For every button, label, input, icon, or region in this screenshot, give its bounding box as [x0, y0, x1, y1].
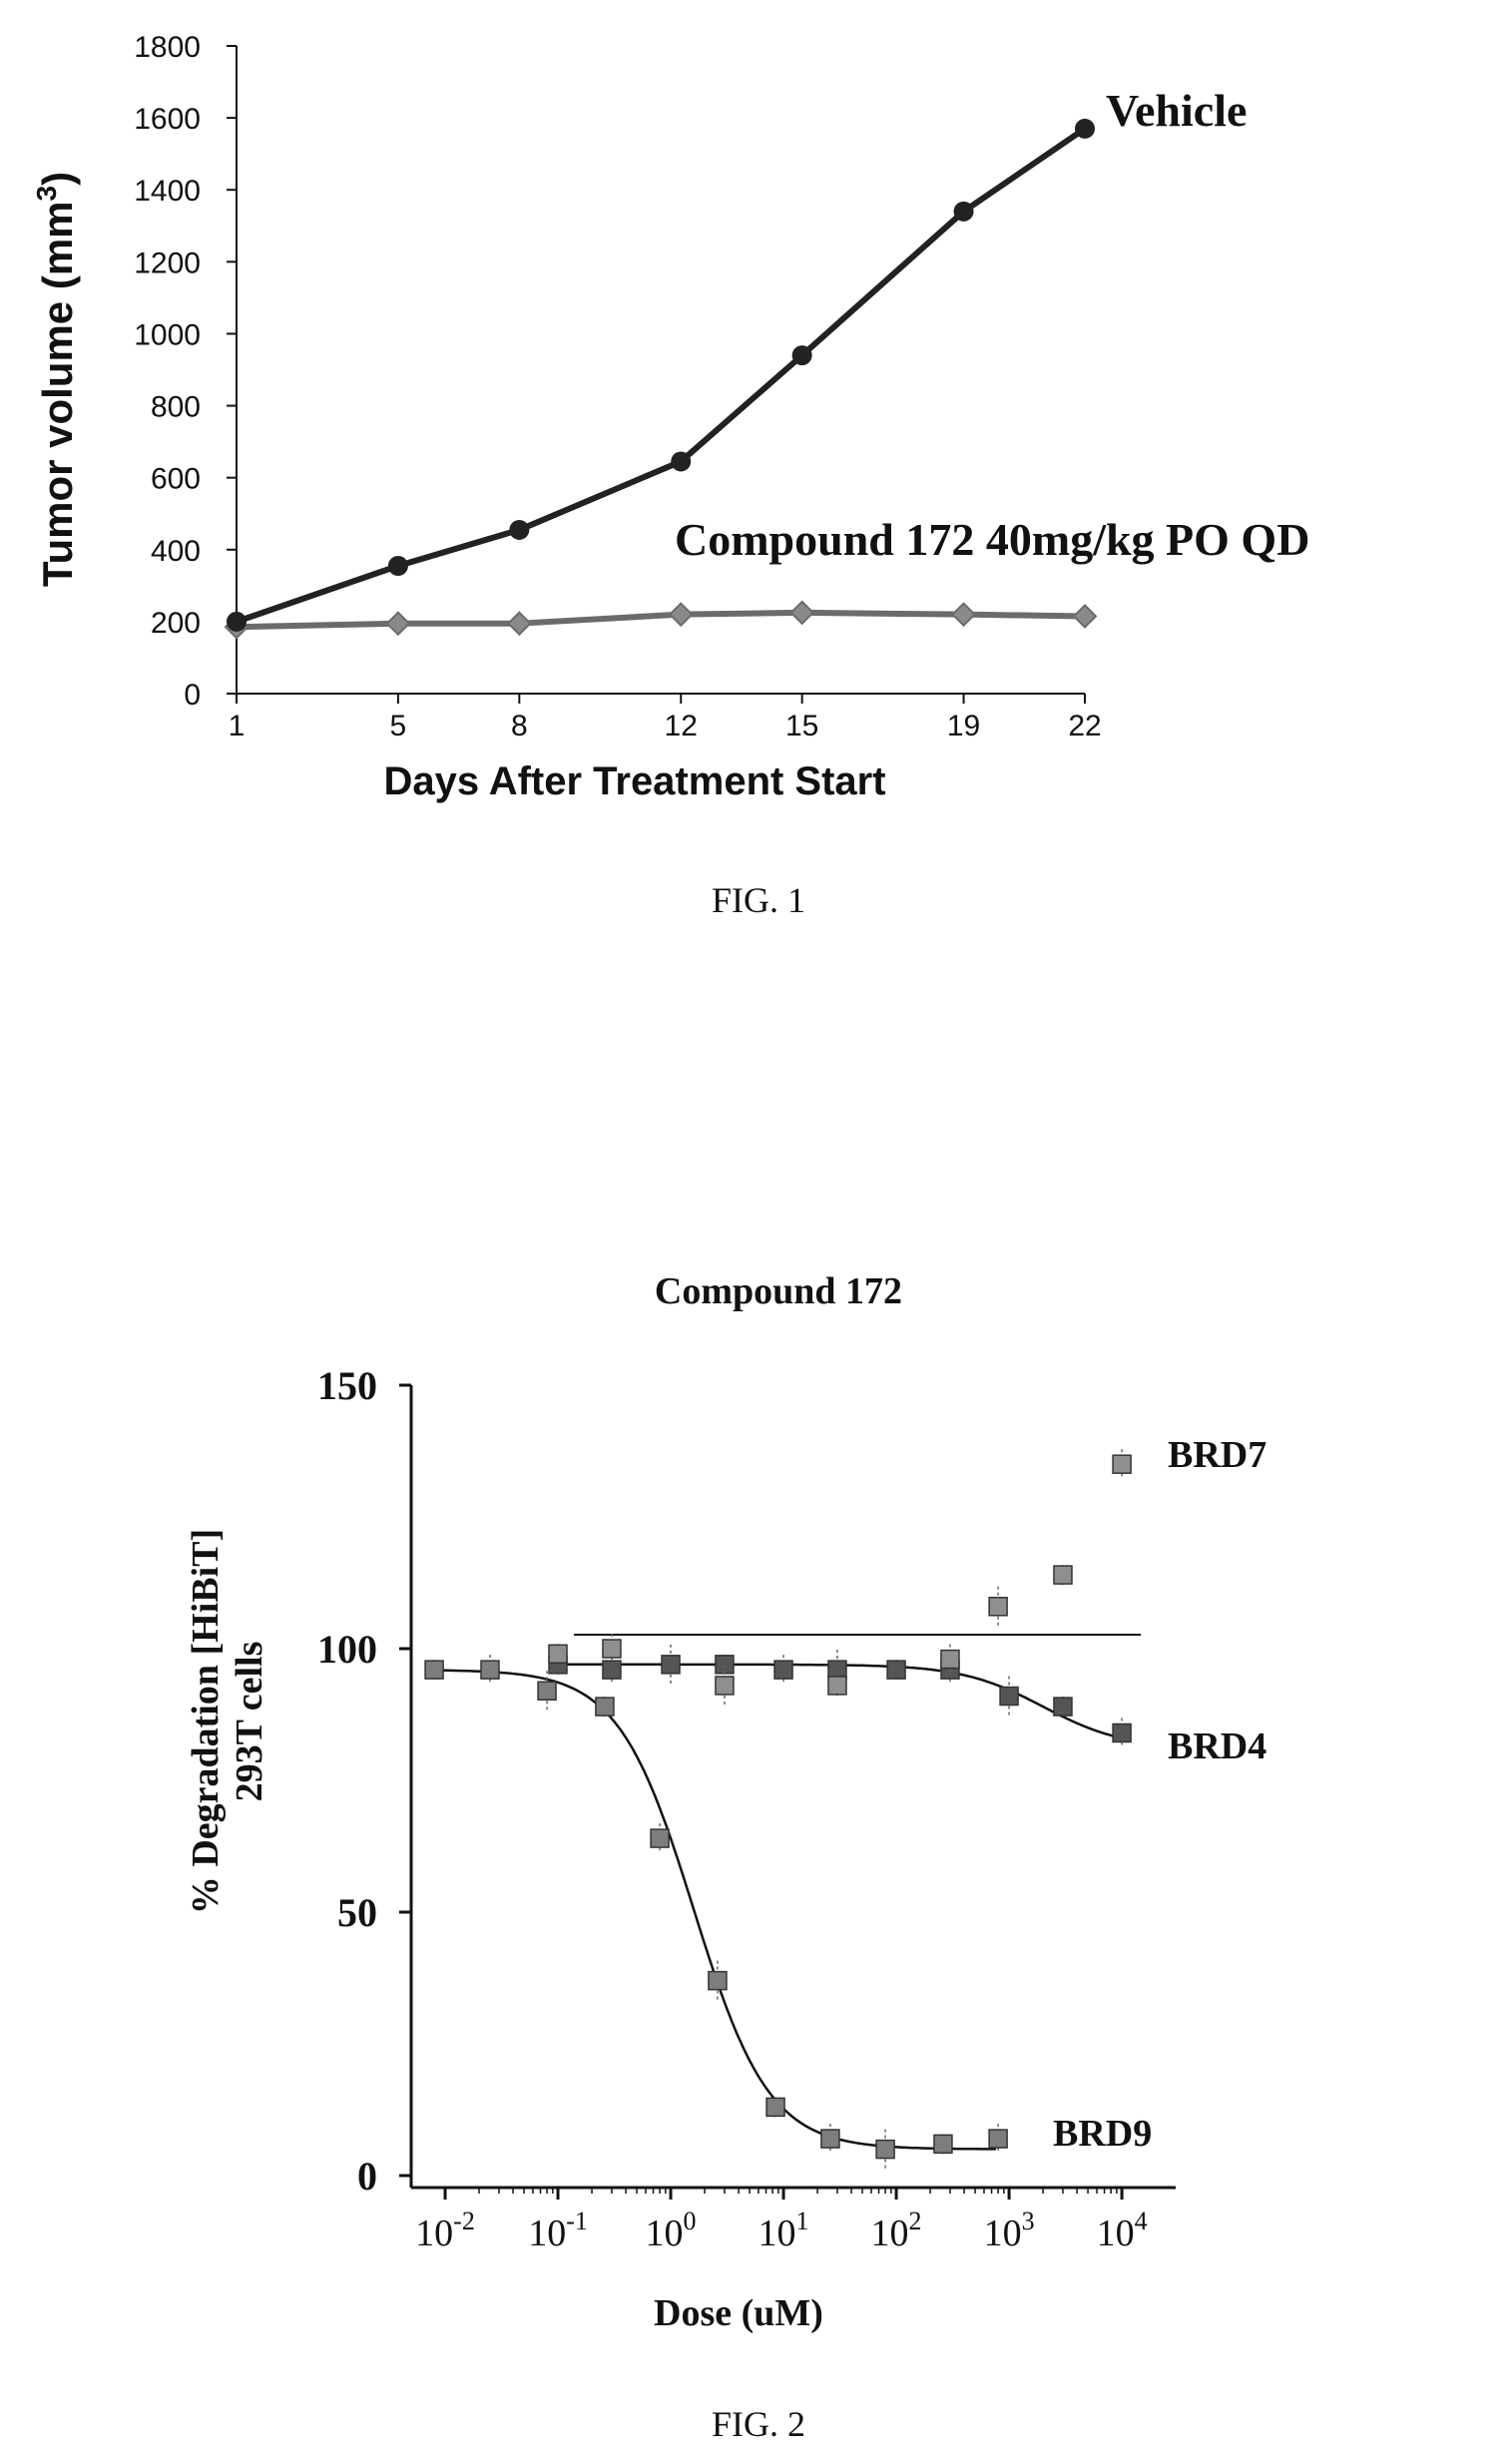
fig2-series [424, 1449, 1132, 2170]
fig2-point-brd7 [1112, 1454, 1132, 1474]
fig2-point-brd7 [602, 1639, 622, 1659]
fig2-label-brd4: BRD4 [1168, 1725, 1266, 1767]
figure-2: Compound 172 0 50 100 150 10-2 10-1 100 101 102… [185, 1270, 1266, 2444]
fig1-y-tick-label: 1800 [134, 31, 201, 64]
fig2-point-brd7 [1053, 1565, 1073, 1585]
fig2-point-brd7 [827, 1676, 847, 1696]
fig1-y-ticks: 0 200 400 600 800 1000 1200 1400 1600 1800 [134, 31, 237, 712]
fig1-point-compound-172 [385, 611, 411, 637]
fig1-point-compound-172 [951, 602, 976, 628]
fig1-point-vehicle [387, 556, 408, 577]
fig2-x-tick-label: 103 [984, 2207, 1035, 2254]
fig2-title: Compound 172 [655, 1270, 902, 1312]
fig2-y-tick-label: 0 [357, 2154, 377, 2199]
fig1-point-compound-172 [668, 602, 694, 628]
fig2-y-tick-label: 100 [317, 1627, 377, 1672]
fig2-point-brd4 [1112, 1723, 1132, 1743]
fig2-point-brd9 [537, 1681, 557, 1701]
fig1-y-tick-label: 600 [151, 463, 201, 496]
fig1-y-tick-label: 1600 [134, 103, 201, 136]
fig1-point-vehicle [671, 451, 692, 472]
fig1-y-tick-label: 800 [151, 391, 201, 424]
fig2-x-tick-label: 104 [1097, 2207, 1148, 2254]
fig1-x-tick-label: 15 [785, 710, 818, 742]
fig2-point-brd9 [595, 1697, 615, 1717]
fig2-point-brd9 [820, 2129, 840, 2149]
fig2-x-tick-label: 10-2 [415, 2207, 475, 2254]
fig1-point-compound-172 [506, 611, 532, 637]
fig1-x-ticks: 1 5 8 12 15 19 22 [229, 694, 1102, 742]
fig1-point-vehicle [509, 519, 530, 540]
fig1-y-tick-label: 1000 [134, 318, 201, 351]
fig1-point-vehicle [791, 345, 812, 366]
fig1-point-vehicle [1075, 118, 1095, 139]
fig2-point-brd7 [940, 1649, 960, 1670]
fig2-y-tick-label: 150 [317, 1363, 377, 1408]
fig2-point-brd9 [765, 2097, 785, 2118]
fig2-fit-curve-brd9 [434, 1669, 996, 2151]
fig2-x-ticks: 10-2 10-1 100 101 102 103 104 [415, 2188, 1148, 2254]
fig1-point-vehicle [227, 611, 247, 632]
fig1-y-tick-label: 1400 [134, 175, 201, 208]
fig2-x-tick-label: 102 [871, 2207, 922, 2254]
fig2-y-tick-label: 50 [337, 1890, 377, 1935]
fig2-point-brd4 [715, 1655, 735, 1675]
fig1-point-compound-172 [789, 600, 815, 626]
fig1-x-tick-label: 22 [1068, 710, 1101, 742]
fig1-x-axis-label: Days After Treatment Start [383, 759, 885, 803]
fig2-y-axis-label-2: 293T cells [229, 1642, 270, 1802]
fig2-point-brd9 [988, 2129, 1008, 2149]
fig1-caption: FIG. 1 [712, 880, 805, 920]
fig2-label-brd7: BRD7 [1168, 1434, 1266, 1476]
fig2-point-brd9 [708, 1970, 728, 1991]
fig2-point-brd9 [933, 2134, 953, 2155]
fig2-x-tick-label: 10-1 [528, 2207, 588, 2254]
fig1-point-compound-172 [1072, 604, 1098, 629]
fig2-y-ticks: 0 50 100 150 [317, 1363, 411, 2199]
fig2-point-brd9 [480, 1660, 500, 1680]
fig1-y-tick-label: 1200 [134, 246, 201, 279]
fig1-y-tick-label: 200 [151, 607, 201, 640]
fig1-x-tick-label: 19 [947, 710, 980, 742]
fig2-point-brd4 [886, 1660, 906, 1680]
fig2-point-brd4 [999, 1686, 1019, 1707]
fig2-point-brd4 [602, 1660, 622, 1680]
fig2-x-tick-label: 100 [646, 2207, 697, 2254]
fig2-caption: FIG. 2 [712, 2404, 805, 2444]
fig2-x-tick-label: 101 [758, 2207, 809, 2254]
fig1-y-tick-label: 400 [151, 535, 201, 568]
fig1-x-tick-label: 1 [229, 710, 246, 742]
fig1-x-tick-label: 12 [665, 710, 698, 742]
fig2-x-axis-label: Dose (uM) [654, 2292, 823, 2334]
fig1-x-tick-label: 5 [390, 710, 407, 742]
fig1-y-axis-label: Tumor volume (mm3) [31, 172, 81, 587]
fig2-point-brd9 [424, 1660, 444, 1680]
fig2-point-brd7 [988, 1597, 1008, 1617]
fig1-x-tick-label: 8 [511, 710, 528, 742]
fig1-series [224, 118, 1098, 640]
fig2-point-brd9 [650, 1828, 670, 1848]
fig1-label-compound: Compound 172 40mg/kg PO QD [675, 514, 1309, 565]
fig2-point-brd4 [773, 1660, 793, 1680]
fig2-label-brd9: BRD9 [1053, 2113, 1152, 2155]
fig2-point-brd7 [715, 1676, 735, 1696]
fig1-y-tick-label: 0 [184, 679, 201, 712]
fig2-y-axis-label: % Degradation [HiBiT] [185, 1529, 227, 1914]
fig2-point-brd4 [1053, 1697, 1073, 1717]
fig2-point-brd9 [875, 2139, 895, 2160]
fig1-point-vehicle [953, 201, 974, 222]
fig2-point-brd4 [661, 1655, 681, 1675]
fig2-point-brd7 [548, 1644, 568, 1665]
fig1-label-vehicle: Vehicle [1106, 85, 1247, 136]
